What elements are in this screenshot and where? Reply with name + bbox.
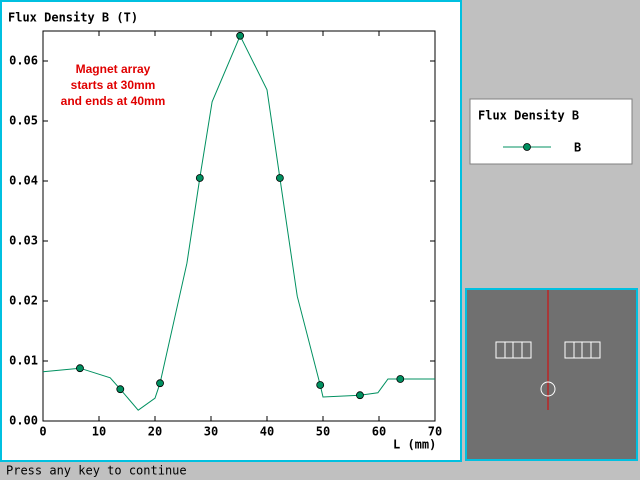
- data-point: [316, 381, 325, 389]
- data-point: [116, 385, 125, 394]
- x-tick-label: 40: [260, 425, 274, 439]
- annotation: Magnet array: [76, 62, 151, 76]
- status-text: Press any key to continue: [6, 464, 187, 478]
- legend-title: Flux Density B: [478, 109, 579, 123]
- magnet-left: [495, 341, 532, 359]
- plot-window: [0, 0, 462, 462]
- x-tick-label: 70: [428, 425, 442, 439]
- y-tick-label: 0.02: [9, 294, 38, 308]
- data-point: [275, 174, 284, 182]
- y-tick-label: 0.03: [9, 234, 38, 248]
- y-tick-label: 0.00: [9, 414, 38, 428]
- legend-marker: [523, 143, 531, 151]
- annotation: starts at 30mm: [71, 78, 156, 92]
- magnet-right: [564, 341, 601, 359]
- plot-frame: [42, 30, 436, 422]
- x-tick-label: 60: [372, 425, 386, 439]
- x-axis-label: L (mm): [393, 438, 436, 452]
- y-tick-label: 0.01: [9, 354, 38, 368]
- preview-panel: [465, 288, 638, 461]
- chart-title: Flux Density B (T): [8, 11, 138, 25]
- legend: [469, 98, 633, 165]
- x-tick-label: 10: [92, 425, 106, 439]
- data-point: [236, 31, 245, 40]
- probe: [540, 381, 556, 397]
- data-point: [156, 379, 164, 388]
- y-tick-label: 0.04: [9, 174, 38, 188]
- legend-label: B: [574, 141, 581, 155]
- data-point: [195, 174, 204, 182]
- x-tick-label: 30: [204, 425, 218, 439]
- y-tick-label: 0.06: [9, 54, 38, 68]
- data-point: [76, 364, 84, 373]
- data-point: [396, 375, 405, 383]
- x-tick-label: 20: [148, 425, 162, 439]
- annotation: and ends at 40mm: [61, 94, 166, 108]
- status-bar: [0, 462, 640, 480]
- x-tick-label: 0: [39, 425, 46, 439]
- data-point: [356, 391, 364, 400]
- x-tick-label: 50: [316, 425, 330, 439]
- y-tick-label: 0.05: [9, 114, 38, 128]
